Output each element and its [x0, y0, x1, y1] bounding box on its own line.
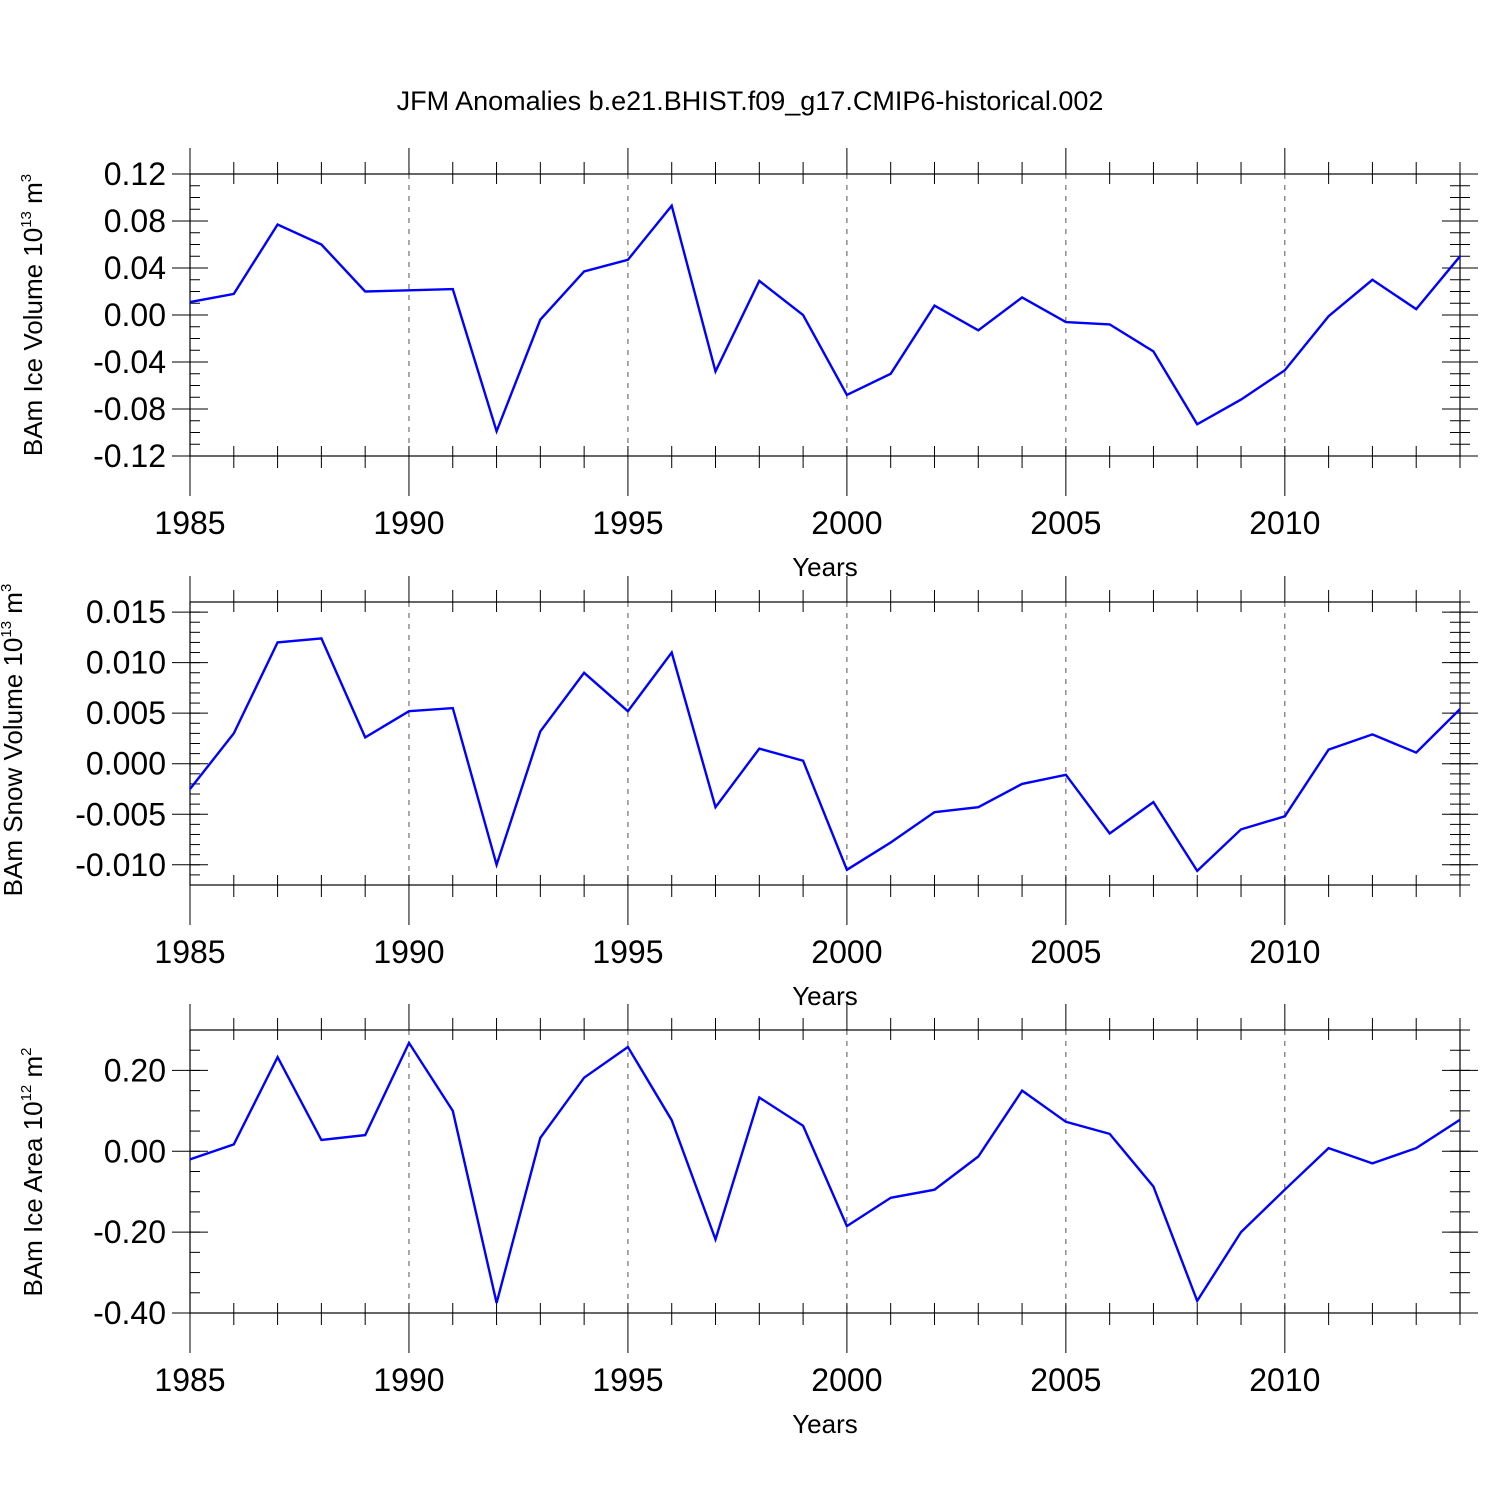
x-tick-label: 2005 [1030, 1362, 1101, 1398]
x-tick-label: 2005 [1030, 934, 1101, 970]
x-tick-label: 1985 [154, 505, 225, 541]
x-axis-label: Years [792, 1409, 858, 1439]
y-label-unit: m [0, 592, 28, 621]
y-axis-label: BAm Ice Area 1012 m2 [18, 1047, 48, 1296]
y-tick-label: -0.010 [75, 847, 166, 883]
y-tick-label: -0.04 [93, 344, 166, 380]
y-label-exponent: 13 [0, 621, 15, 638]
y-tick-label: 0.015 [86, 594, 166, 630]
y-tick-label: -0.005 [75, 796, 166, 832]
y-label-unit: m [18, 182, 48, 211]
x-tick-label: 1985 [154, 1362, 225, 1398]
y-label-main: BAm Snow Volume 10 [0, 638, 28, 897]
y-tick-label: 0.08 [104, 203, 166, 239]
x-tick-label: 1990 [373, 1362, 444, 1398]
y-tick-label: 0.20 [104, 1052, 166, 1088]
y-label-exponent: 12 [18, 1085, 35, 1102]
x-tick-label: 2010 [1249, 1362, 1320, 1398]
series-line [189, 1040, 1461, 1304]
y-tick-label: 0.04 [104, 250, 166, 286]
y-axis-label: BAm Snow Volume 1013 m3 [0, 584, 28, 897]
series-line [189, 203, 1461, 435]
x-axis-label: Years [792, 552, 858, 582]
x-tick-label: 1995 [592, 934, 663, 970]
y-axis-label: BAm Ice Volume 1013 m3 [18, 174, 48, 456]
y-tick-label: -0.08 [93, 391, 166, 427]
y-label-unit-exponent: 3 [18, 174, 35, 182]
x-tick-label: 1990 [373, 934, 444, 970]
y-tick-label: -0.20 [93, 1214, 166, 1250]
x-tick-label: 2005 [1030, 505, 1101, 541]
y-tick-label: -0.12 [93, 438, 166, 474]
y-tick-label: 0.000 [86, 746, 166, 782]
panel-2: -0.010 -0.005 0.000 0.005 0.010 0.015 1985 1990… [0, 576, 1478, 1011]
panel-3: -0.40 -0.20 0.00 0.20 1985 1990 1995 2000 2005 20… [18, 1004, 1478, 1439]
y-label-main: BAm Ice Area 10 [18, 1101, 48, 1296]
y-tick-label: 0.00 [104, 1133, 166, 1169]
x-tick-label: 1995 [592, 505, 663, 541]
y-label-unit: m [18, 1056, 48, 1085]
y-tick-label: 0.010 [86, 645, 166, 681]
plot-frame [189, 1029, 1461, 1314]
x-tick-label: 2000 [811, 1362, 882, 1398]
y-tick-label: 0.00 [104, 297, 166, 333]
plot-frame [189, 173, 1461, 457]
x-axis-label: Years [792, 981, 858, 1011]
y-label-unit-exponent: 3 [0, 584, 15, 592]
x-tick-label: 1990 [373, 505, 444, 541]
x-tick-label: 2010 [1249, 505, 1320, 541]
y-tick-label: -0.40 [93, 1295, 166, 1331]
x-tick-label: 1985 [154, 934, 225, 970]
y-label-exponent: 13 [18, 211, 35, 228]
y-label-main: BAm Ice Volume 10 [18, 228, 48, 456]
panels: -0.12 -0.08 -0.04 0.00 0.04 0.08 0.12 1985 1990 1… [0, 148, 1478, 1439]
chart-title: JFM Anomalies b.e21.BHIST.f09_g17.CMIP6-… [397, 86, 1104, 116]
plot-frame [189, 601, 1461, 886]
y-tick-label: 0.12 [104, 156, 166, 192]
x-tick-label: 2000 [811, 505, 882, 541]
x-tick-label: 1995 [592, 1362, 663, 1398]
y-label-unit-exponent: 2 [18, 1047, 35, 1055]
panel-1: -0.12 -0.08 -0.04 0.00 0.04 0.08 0.12 1985 1990 1… [18, 148, 1478, 582]
x-tick-label: 2010 [1249, 934, 1320, 970]
y-tick-label: 0.005 [86, 695, 166, 731]
x-tick-label: 2000 [811, 934, 882, 970]
series-line [189, 637, 1461, 873]
